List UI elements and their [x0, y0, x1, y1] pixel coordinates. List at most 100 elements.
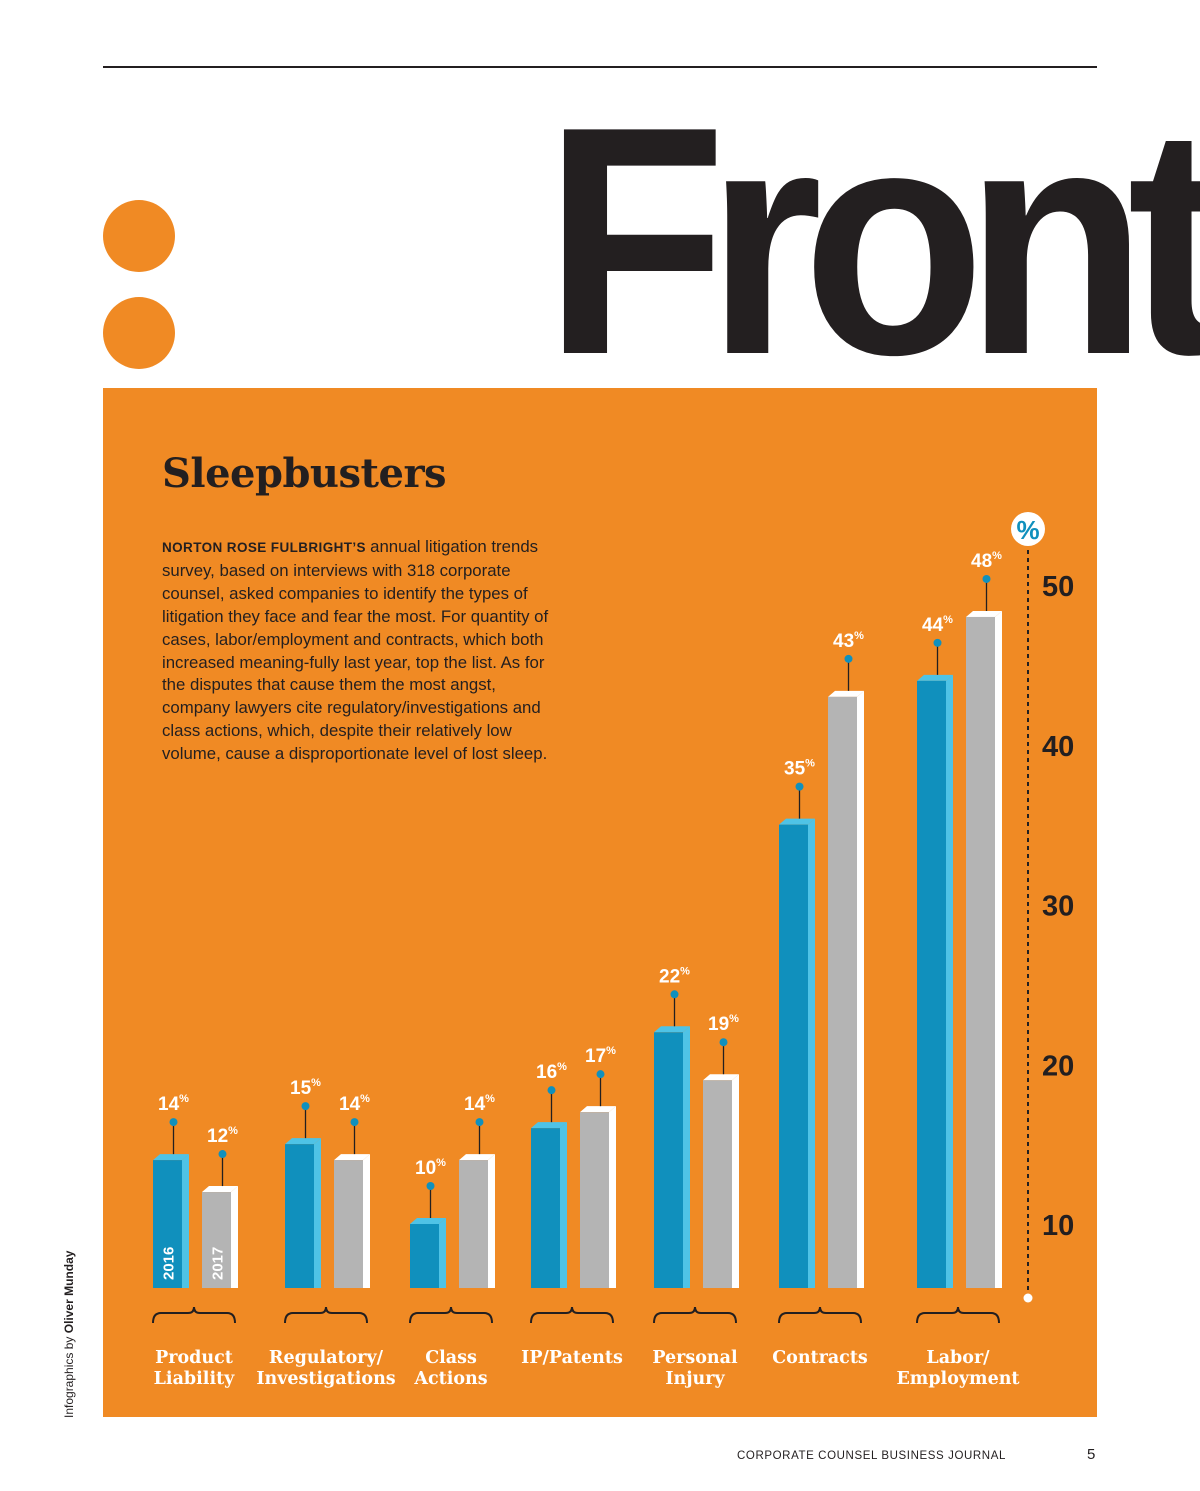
- bar-cap-2017: [828, 690, 864, 697]
- y-axis-end-dot: [1023, 1293, 1033, 1303]
- category-label: Employment: [896, 1369, 1019, 1389]
- bar-pin-dot: [301, 1102, 310, 1111]
- bar-2016: [654, 1032, 683, 1288]
- series-label-2016: 2016: [161, 1247, 178, 1280]
- series-label-2017: 2017: [210, 1247, 227, 1280]
- intro-body: annual litigation trends survey, based o…: [162, 537, 549, 764]
- category-brace: [653, 1306, 737, 1324]
- y-axis-unit-label: %: [1016, 515, 1039, 545]
- bar-value-label: 44%: [922, 614, 953, 636]
- bar-side-2016: [182, 1154, 189, 1288]
- bar-value-label: 48%: [971, 550, 1002, 572]
- category-label: IP/Patents: [521, 1348, 623, 1368]
- bar-pin-dot: [218, 1150, 227, 1159]
- y-tick-label: 50: [1042, 571, 1074, 603]
- bar-value-label: 12%: [207, 1125, 238, 1147]
- bar-side-2016: [683, 1026, 690, 1288]
- bar-2016: [153, 1160, 182, 1288]
- category-label: Class: [425, 1348, 477, 1368]
- bar-side-2017: [609, 1106, 616, 1288]
- bar-value-label: 16%: [536, 1061, 567, 1083]
- bar-pin-dot: [596, 1070, 605, 1079]
- footer-publication: CORPORATE COUNSEL BUSINESS JOURNAL: [737, 1450, 1006, 1462]
- bar-pin-dot: [350, 1118, 359, 1127]
- bar-side-2016: [946, 674, 953, 1288]
- bar-2016: [531, 1128, 560, 1288]
- bar-2017: [703, 1080, 732, 1288]
- bar-2016: [917, 680, 946, 1288]
- footer-page-number: 5: [1087, 1446, 1096, 1463]
- bar-2017: [202, 1192, 231, 1288]
- bar-value-label: 14%: [158, 1093, 189, 1115]
- bar-cap-2017: [334, 1154, 370, 1161]
- bar-pin-dot: [933, 638, 942, 647]
- orange-dot-bottom: [103, 297, 175, 369]
- bar-pin-dot: [982, 574, 991, 583]
- bar-side-2017: [231, 1186, 238, 1288]
- category-label: Labor/: [926, 1348, 990, 1368]
- bar-cap-2017: [580, 1106, 616, 1113]
- bar-cap-2017: [202, 1186, 238, 1193]
- bar-2016: [285, 1144, 314, 1288]
- bar-pin-dot: [169, 1118, 178, 1127]
- bar-value-label: 43%: [833, 630, 864, 652]
- bar-value-label: 14%: [464, 1093, 495, 1115]
- bar-cap-2017: [966, 610, 1002, 617]
- category-label: Contracts: [772, 1348, 868, 1368]
- bar-side-2017: [995, 610, 1002, 1288]
- category-brace: [409, 1306, 493, 1324]
- bar-pin-dot: [426, 1182, 435, 1190]
- bar-value-label: 14%: [339, 1093, 370, 1115]
- bar-2017: [966, 616, 995, 1288]
- bar-cap-2016: [285, 1138, 321, 1145]
- bar-cap-2016: [531, 1122, 567, 1129]
- top-rule: [103, 66, 1097, 68]
- bar-cap-2016: [153, 1154, 189, 1161]
- bar-pin-dot: [795, 782, 804, 791]
- bar-side-2017: [488, 1154, 495, 1288]
- bar-pin-dot: [547, 1086, 556, 1095]
- bar-value-label: 19%: [708, 1013, 739, 1035]
- category-label: Investigations: [256, 1369, 395, 1389]
- bar-2017: [459, 1160, 488, 1288]
- bar-side-2017: [732, 1074, 739, 1288]
- bar-side-2016: [314, 1138, 321, 1288]
- category-label: Personal: [652, 1348, 738, 1368]
- category-label: Liability: [154, 1369, 236, 1389]
- bar-cap-2017: [459, 1154, 495, 1161]
- bar-cap-2016: [917, 674, 953, 681]
- y-tick-label: 10: [1042, 1210, 1074, 1242]
- section-title: Front: [543, 59, 1200, 422]
- credit-name: Oliver Munday: [62, 1250, 76, 1334]
- bar-2017: [580, 1112, 609, 1288]
- bar-pin-dot: [475, 1118, 484, 1127]
- category-brace: [284, 1306, 368, 1324]
- intro-lead: NORTON ROSE FULBRIGHT’S: [162, 540, 371, 555]
- bar-side-2017: [857, 690, 864, 1288]
- bar-value-label: 35%: [784, 758, 815, 780]
- category-brace: [152, 1306, 236, 1324]
- bar-cap-2016: [410, 1218, 446, 1224]
- bar-pin-dot: [719, 1038, 728, 1047]
- category-label: Injury: [665, 1369, 725, 1389]
- bar-value-label: 22%: [659, 965, 690, 987]
- category-brace: [916, 1306, 1000, 1324]
- bar-side-2017: [363, 1154, 370, 1288]
- bar-cap-2016: [654, 1026, 690, 1033]
- y-tick-label: 40: [1042, 731, 1074, 763]
- bar-2017: [334, 1160, 363, 1288]
- intro-paragraph: NORTON ROSE FULBRIGHT’S annual litigatio…: [162, 536, 562, 766]
- y-axis-unit-badge: [1011, 512, 1045, 546]
- bar-value-label: 15%: [290, 1077, 321, 1099]
- chart-title: Sleepbusters: [162, 450, 447, 497]
- bar-side-2016: [560, 1122, 567, 1288]
- bar-2017: [828, 696, 857, 1288]
- category-label: Actions: [413, 1369, 487, 1389]
- bar-side-2016: [439, 1218, 446, 1288]
- y-tick-label: 20: [1042, 1050, 1074, 1082]
- illustration-credit: Infographics by Oliver Munday: [62, 1251, 76, 1418]
- bar-2016: [779, 824, 808, 1288]
- category-brace: [530, 1306, 614, 1324]
- y-tick-label: 30: [1042, 891, 1074, 923]
